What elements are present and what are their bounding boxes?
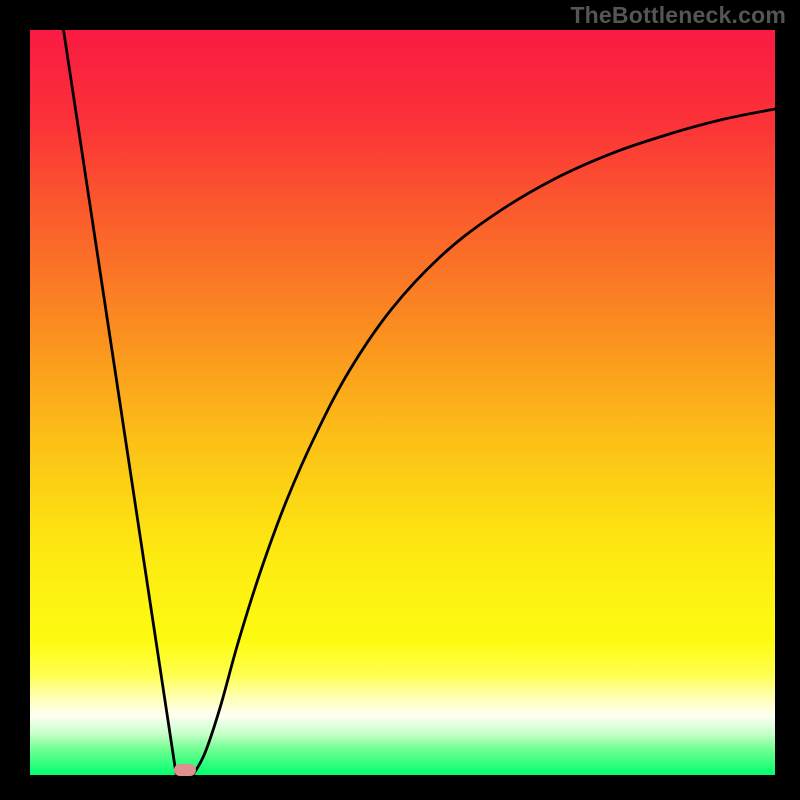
chart-frame: TheBottleneck.com <box>0 0 800 800</box>
watermark-text: TheBottleneck.com <box>570 2 786 29</box>
optimal-point-marker <box>174 764 196 776</box>
bottleneck-curve <box>0 0 800 800</box>
